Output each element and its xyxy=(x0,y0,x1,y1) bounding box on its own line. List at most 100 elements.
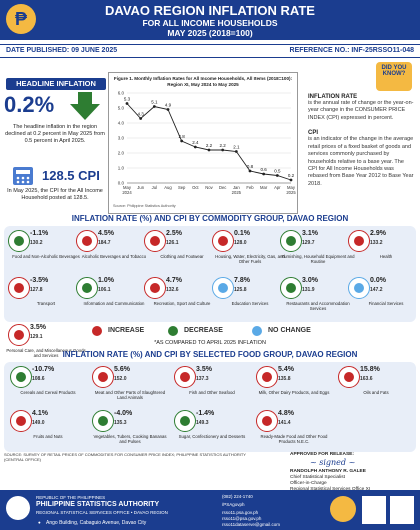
legend-decrease: DECREASE xyxy=(184,327,223,334)
x-tick-label: Jan xyxy=(233,185,240,190)
data-label: 4.3 xyxy=(138,112,145,117)
x-tick-label: 2024 xyxy=(122,190,132,195)
food-label: Fruits and Nuts xyxy=(33,434,63,439)
commodity-cpi-value: 147.2 xyxy=(370,287,383,293)
food-category-icon xyxy=(256,410,278,432)
date-published: DATE PUBLISHED: 09 JUNE 2025 xyxy=(6,47,118,54)
legend: INCREASE DECREASE NO CHANGE xyxy=(0,324,420,338)
footer-phone[interactable]: (082) 224-1740 xyxy=(222,494,253,499)
commodity-panel: -1.1% 130.2 Food and Non-Alcoholic Beverag… xyxy=(4,226,416,358)
y-tick-label: 1.0 xyxy=(118,166,125,171)
data-label: 2.4 xyxy=(192,140,199,145)
food-cpi-value: 163.6 xyxy=(360,376,373,382)
food-category-icon xyxy=(256,366,278,388)
y-tick-label: 5.0 xyxy=(118,106,125,111)
commodity-item: 3.0% 131.9 Restaurants and Accommodation S… xyxy=(278,275,358,319)
food-item: 5.4% 135.8 Milk, Other Dairy Products, and… xyxy=(254,364,334,408)
commodity-cpi-value: 133.2 xyxy=(370,240,383,246)
approval-label: APPROVED FOR RELEASE: xyxy=(290,452,354,457)
commodity-label: Health xyxy=(379,254,393,259)
reference-number: REFERENCE NO.: INF-25RSSO11-048 xyxy=(289,47,414,54)
data-label: 0.6 xyxy=(261,167,268,172)
food-inflation-rate: 4.1% xyxy=(32,410,48,417)
x-tick-label: Sep xyxy=(178,185,186,190)
commodity-category-icon xyxy=(212,277,234,299)
page-subtitle: FOR ALL INCOME HOUSEHOLDS xyxy=(142,18,278,28)
footer-web2[interactable]: rsso11@psa.gov.ph xyxy=(222,516,262,521)
commodity-cpi-value: 131.9 xyxy=(302,287,315,293)
status-dot-icon xyxy=(82,283,92,293)
commodity-category-icon xyxy=(76,277,98,299)
commodity-inflation-rate: 1.0% xyxy=(98,277,114,284)
page-period: MAY 2025 (2018=100) xyxy=(167,28,253,38)
commodity-title: INFLATION RATE (%) AND CPI BY COMMODITY … xyxy=(71,214,349,223)
food-cpi-value: 149.3 xyxy=(196,420,209,426)
commodity-label: Housing, Water, Electricity, Gas, and Ot… xyxy=(215,254,285,265)
cpi-value: 128.5 CPI xyxy=(42,168,100,183)
food-label: Oils and Fats xyxy=(363,390,389,395)
commodity-inflation-rate: 4.7% xyxy=(166,277,182,284)
food-label: Fish and Other Seafood xyxy=(189,390,235,395)
footer-agency: PHILIPPINE STATISTICS AUTHORITY xyxy=(36,501,160,508)
increase-dot-icon xyxy=(92,326,102,336)
food-inflation-rate: 5.4% xyxy=(278,366,294,373)
food-inflation-rate: 3.5% xyxy=(196,366,212,373)
status-dot-icon xyxy=(14,283,24,293)
did-you-know-badge: DID YOU KNOW? xyxy=(376,62,412,91)
food-cpi-value: 137.3 xyxy=(196,376,209,382)
commodity-cpi-value: 130.2 xyxy=(30,240,43,246)
footer-office: REGIONAL STATISTICAL SERVICES OFFICE • D… xyxy=(36,510,168,515)
psa-seal-icon xyxy=(6,496,30,520)
commodity-label: Restaurants and Accommodation Services xyxy=(286,301,350,312)
commodity-inflation-rate: 0.1% xyxy=(234,230,250,237)
footer-web1[interactable]: rsso11.psa.gov.ph xyxy=(222,510,259,515)
meta-bar: DATE PUBLISHED: 09 JUNE 2025 REFERENCE N… xyxy=(0,44,420,58)
commodity-category-icon xyxy=(76,230,98,252)
food-cpi-value: 141.4 xyxy=(278,420,291,426)
food-cpi-value: 108.6 xyxy=(32,376,45,382)
data-point xyxy=(125,102,129,105)
data-label: 0.8 xyxy=(247,164,254,169)
footer-web3[interactable]: rsso11dataserve@gmail.com xyxy=(222,522,281,527)
footer-republic: REPUBLIC OF THE PHILIPPINES xyxy=(36,495,106,500)
commodity-category-icon xyxy=(348,230,370,252)
down-arrow-icon xyxy=(70,92,100,120)
x-tick-label: Nov xyxy=(205,185,213,190)
food-label: Meat and Other Parts of Slaughtered Land… xyxy=(94,390,166,401)
y-tick-label: 6.0 xyxy=(118,91,125,96)
commodity-item: 4.7% 132.6 Recreation, Sport and Culture xyxy=(142,275,222,319)
iso-cert-icon xyxy=(362,496,386,524)
approval-office: Regional Statistical Services Office XI xyxy=(290,487,416,493)
status-dot-icon xyxy=(150,283,160,293)
qr-code-icon xyxy=(390,496,414,524)
food-category-icon xyxy=(174,366,196,388)
commodity-inflation-rate: 0.0% xyxy=(370,277,386,284)
nochange-dot-icon xyxy=(252,326,262,336)
data-label: 2.1 xyxy=(233,145,240,150)
status-dot-icon xyxy=(286,236,296,246)
food-item: -10.7% 108.6 Cereals and Cereal Products xyxy=(8,364,88,408)
food-item: 3.5% 137.3 Fish and Other Seafood xyxy=(172,364,252,408)
food-item: 15.8% 163.6 Oils and Fats xyxy=(336,364,416,408)
y-tick-label: 2.0 xyxy=(118,151,125,156)
commodity-item: -3.5% 127.8 Transport xyxy=(6,275,86,319)
data-point xyxy=(262,172,266,176)
commodity-category-icon xyxy=(212,230,234,252)
status-dot-icon xyxy=(180,372,190,382)
footer-social[interactable]: /PSAgovph xyxy=(222,502,245,507)
approval-position2: Officer-in-Charge xyxy=(290,481,327,487)
commodity-category-icon xyxy=(144,277,166,299)
data-label: 2.2 xyxy=(206,143,213,148)
x-tick-label: Oct xyxy=(192,185,199,190)
data-point xyxy=(234,150,238,153)
headline-value: 0.2% xyxy=(4,92,55,117)
data-point xyxy=(289,178,293,182)
chart-plot: 0.0 1.0 2.0 3.0 4.0 5.0 6.05.3 4.3 5.1 4.9 2.8 2.4 2… xyxy=(113,91,296,209)
approval-block: APPROVED FOR RELEASE: ~ signed ~ RANDOLP… xyxy=(290,452,416,494)
food-cpi-value: 149.0 xyxy=(32,420,45,426)
headline-label: HEADLINE INFLATION xyxy=(6,78,106,90)
commodity-inflation-rate: 7.8% xyxy=(234,277,250,284)
data-point xyxy=(166,108,170,111)
data-point xyxy=(180,139,184,143)
data-label: 0.2 xyxy=(288,173,295,178)
